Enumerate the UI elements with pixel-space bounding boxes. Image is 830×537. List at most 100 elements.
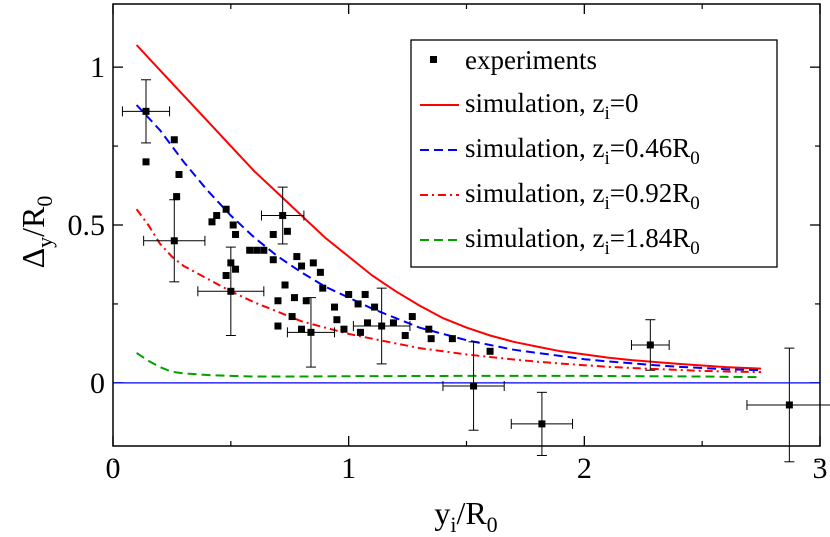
experiment-point <box>283 227 291 235</box>
plot-frame <box>112 3 821 447</box>
legend-s1-tail: =0.46R <box>610 133 691 163</box>
experiment-point <box>448 335 456 343</box>
legend-s1-tail-sub: 0 <box>690 148 700 169</box>
experiment-point <box>173 193 181 201</box>
x-axis-label-sep: /R <box>456 495 487 531</box>
legend-s3-text: simulation, z <box>465 223 604 253</box>
legend-s2-tail: =0.92R <box>610 178 691 208</box>
experiment-point <box>354 300 362 308</box>
experiment-point <box>356 328 364 336</box>
legend-label-s1: simulation, zi=0.46R0 <box>465 133 700 169</box>
experiment-point <box>408 313 416 321</box>
y-tick-label: 1 <box>90 51 105 84</box>
x-tick-label: 1 <box>341 452 356 485</box>
experiment-point <box>361 290 369 298</box>
y-axis-label-sep: /R <box>15 206 51 237</box>
legend-s3-sub: i <box>604 238 609 259</box>
x-tick-label: 0 <box>106 452 121 485</box>
legend-label-s2: simulation, zi=0.92R0 <box>465 178 700 214</box>
experiment-point <box>208 218 216 226</box>
experiment-point <box>213 212 221 220</box>
x-axis-label: yi/R0 <box>434 495 497 537</box>
experiment-point <box>486 347 494 355</box>
experiment-point <box>260 246 268 254</box>
experiment-point <box>538 420 546 428</box>
y-tick-label: 0 <box>90 367 105 400</box>
experiment-point <box>227 287 235 295</box>
legend-s0-sub: i <box>604 103 609 124</box>
experiment-point <box>170 136 178 144</box>
experiment-point <box>253 246 261 254</box>
experiment-point <box>427 335 435 343</box>
y-axis-label-main: Δ <box>15 248 51 269</box>
experiment-point <box>274 322 282 330</box>
experiment-point <box>302 297 310 305</box>
experiment-point <box>288 313 296 321</box>
x-axis-label-sub1: i <box>450 512 456 537</box>
experiment-point <box>232 265 240 273</box>
plot-area <box>135 44 762 379</box>
legend-label-s3: simulation, zi=1.84R0 <box>465 223 700 259</box>
experiment-point <box>298 325 306 333</box>
experiment-point <box>222 205 230 213</box>
legend-label-s0: simulation, zi=0 <box>465 88 639 124</box>
legend-s1-sub: i <box>604 148 609 169</box>
experiment-point <box>269 230 277 238</box>
y-axis-label: Δy/R0 <box>15 196 57 269</box>
experiment-point <box>170 237 178 245</box>
legend-s3-tail-sub: 0 <box>690 238 700 259</box>
x-axis-label-main: y <box>434 495 450 531</box>
experiment-point <box>142 158 150 166</box>
experiment-point <box>785 401 793 409</box>
legend-s0-tail: =0 <box>610 88 639 118</box>
experiment-point <box>319 284 327 292</box>
y-axis-label-sub1: y <box>32 237 57 248</box>
legend-s1-text: simulation, z <box>465 133 604 163</box>
experiment-point <box>229 221 237 229</box>
legend-s2-tail-sub: 0 <box>690 193 700 214</box>
legend-marker-experiments <box>430 56 437 63</box>
series-line-1 <box>135 104 762 372</box>
experiment-point <box>142 107 150 115</box>
legend-experiments-text: experiments <box>465 45 597 75</box>
series-line-0 <box>135 44 762 370</box>
experiment-point <box>316 268 324 276</box>
experiment-point <box>232 230 240 238</box>
experiment-point <box>274 297 282 305</box>
experiment-point <box>309 259 317 267</box>
experiment-point <box>364 319 372 327</box>
experiment-point <box>340 325 348 333</box>
experiment-point <box>307 328 315 336</box>
x-axis-label-sub2: 0 <box>487 512 498 537</box>
experiment-point <box>279 212 287 220</box>
experiment-point <box>269 256 277 264</box>
legend-label-experiments: experiments <box>465 45 597 75</box>
legend-s3-tail: =1.84R <box>610 223 691 253</box>
y-axis-label-sub2: 0 <box>32 196 57 207</box>
legend-s2-text: simulation, z <box>465 178 604 208</box>
experiment-point <box>425 325 433 333</box>
experiment-point <box>281 281 289 289</box>
experiment-point <box>470 382 478 390</box>
experiment-point <box>298 262 306 270</box>
experiment-point <box>345 290 353 298</box>
experiment-point <box>331 303 339 311</box>
experiment-point <box>246 246 254 254</box>
series-line-3 <box>136 352 762 379</box>
experiment-point <box>222 272 230 280</box>
experiment-point <box>378 322 386 330</box>
experiment-point <box>371 303 379 311</box>
experiment-point <box>290 294 298 302</box>
experiment-point <box>175 170 183 178</box>
x-tick-label: 2 <box>577 452 592 485</box>
y-tick-label: 0.5 <box>68 209 106 242</box>
experiment-point <box>293 253 301 261</box>
experiment-points <box>121 79 830 463</box>
x-tick-label: 3 <box>813 452 828 485</box>
legend-box <box>410 39 778 268</box>
series-line-2 <box>135 208 762 374</box>
legend-s0-text: simulation, z <box>465 88 604 118</box>
experiment-point <box>333 316 341 324</box>
legend-s2-sub: i <box>604 193 609 214</box>
